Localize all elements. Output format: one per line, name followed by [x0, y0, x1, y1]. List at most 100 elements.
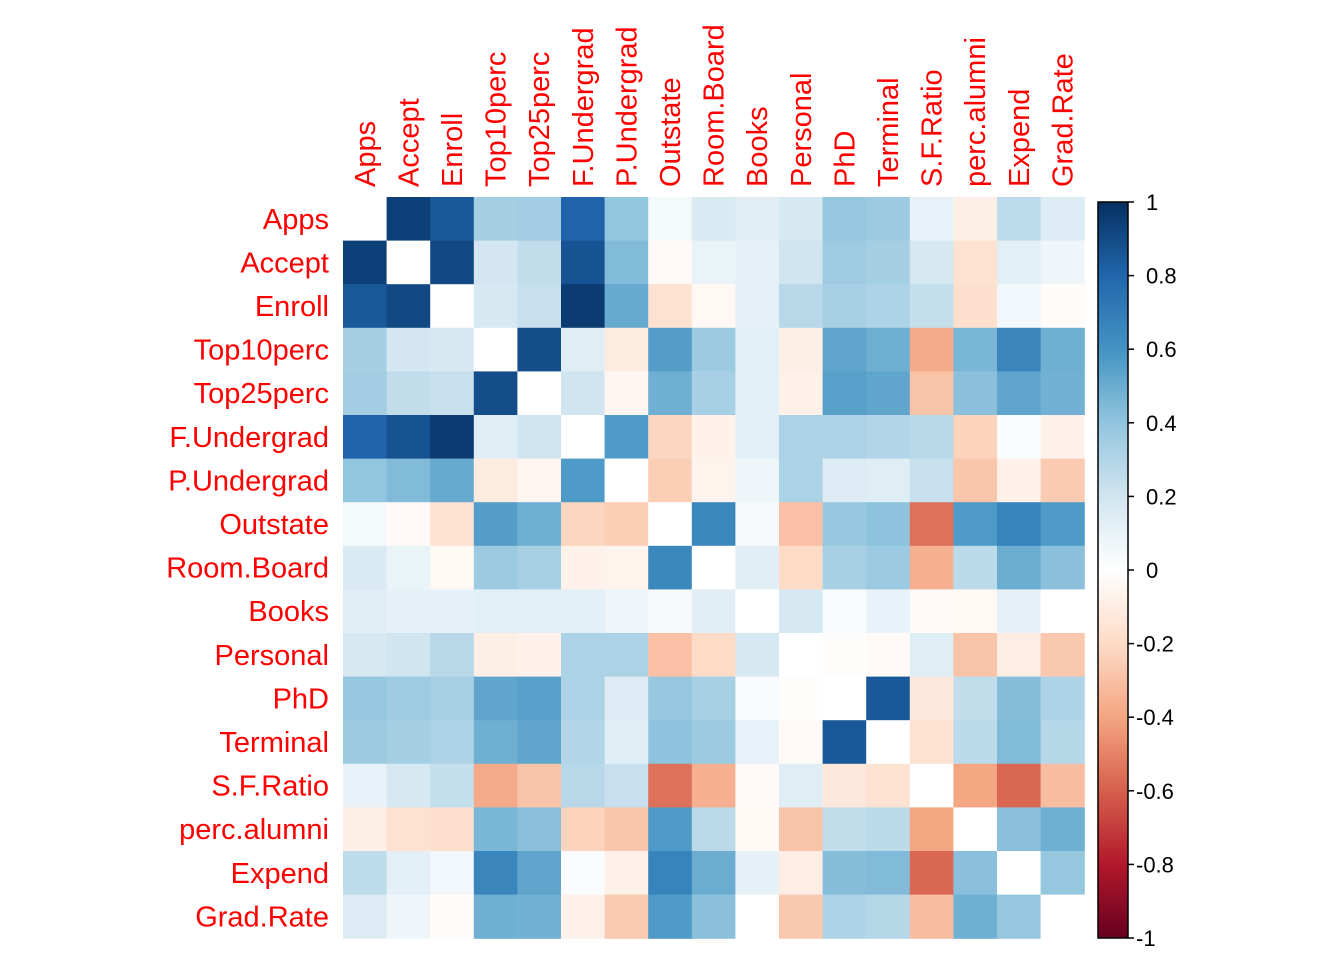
row-label-Top10perc: Top10perc: [194, 335, 329, 367]
heatmap-cell-perc.alumni-Terminal: [866, 807, 911, 852]
heatmap-cell-perc.alumni-Books: [735, 807, 780, 852]
heatmap-cell-Expend-PhD: [822, 851, 867, 896]
column-label-F.Undergrad: F.Undergrad: [568, 27, 600, 187]
heatmap-cell-Accept-Enroll: [430, 240, 475, 285]
heatmap-cell-Expend-Room.Board: [691, 851, 736, 896]
heatmap-cell-Outstate-perc.alumni: [953, 502, 998, 547]
heatmap-cell-Personal-Apps: [343, 633, 388, 678]
heatmap-cell-PhD-Room.Board: [691, 676, 736, 721]
heatmap-cell-Grad.Rate-Terminal: [866, 894, 911, 939]
heatmap-cell-perc.alumni-Grad.Rate: [1040, 807, 1085, 852]
heatmap-cell-P.Undergrad-Books: [735, 458, 780, 503]
heatmap-cell-Top25perc-Apps: [343, 371, 388, 416]
heatmap-cell-Outstate-Grad.Rate: [1040, 502, 1085, 547]
heatmap-cell-Expend-Apps: [343, 851, 388, 896]
heatmap-cell-Personal-S.F.Ratio: [909, 633, 954, 678]
heatmap-cell-Room.Board-Expend: [997, 545, 1042, 590]
heatmap-cell-Top25perc-Accept: [386, 371, 431, 416]
heatmap-cell-Terminal-F.Undergrad: [561, 720, 606, 765]
row-label-perc.alumni: perc.alumni: [179, 814, 329, 846]
heatmap-cell-PhD-F.Undergrad: [561, 676, 606, 721]
heatmap-cell-Expend-Top25perc: [517, 851, 562, 896]
heatmap-cell-Outstate-Outstate: [648, 502, 693, 547]
column-label-Room.Board: Room.Board: [699, 24, 731, 187]
heatmap-cell-Books-Personal: [779, 589, 824, 634]
heatmap-cell-F.Undergrad-Room.Board: [691, 415, 736, 460]
heatmap-cell-Grad.Rate-Expend: [997, 894, 1042, 939]
heatmap-cell-Books-Accept: [386, 589, 431, 634]
heatmap-cell-Books-Outstate: [648, 589, 693, 634]
heatmap-cell-Terminal-Books: [735, 720, 780, 765]
heatmap-cell-Expend-Accept: [386, 851, 431, 896]
heatmap-cell-Top10perc-Expend: [997, 327, 1042, 372]
heatmap-cell-Expend-Enroll: [430, 851, 475, 896]
heatmap-cell-Grad.Rate-perc.alumni: [953, 894, 998, 939]
heatmap-cell-Grad.Rate-Outstate: [648, 894, 693, 939]
heatmap-cell-P.Undergrad-Enroll: [430, 458, 475, 503]
heatmap-cell-Personal-P.Undergrad: [604, 633, 649, 678]
heatmap-cell-Personal-Accept: [386, 633, 431, 678]
heatmap-cell-Personal-Terminal: [866, 633, 911, 678]
heatmap-cell-Apps-PhD: [822, 197, 867, 242]
heatmap-cell-Enroll-S.F.Ratio: [909, 284, 954, 329]
heatmap-cell-Grad.Rate-P.Undergrad: [604, 894, 649, 939]
heatmap-cell-Personal-Outstate: [648, 633, 693, 678]
heatmap-cell-Top25perc-P.Undergrad: [604, 371, 649, 416]
heatmap-cell-Grad.Rate-Room.Board: [691, 894, 736, 939]
column-label-Enroll: Enroll: [437, 113, 469, 187]
heatmap-cell-Accept-Grad.Rate: [1040, 240, 1085, 285]
heatmap-cell-Terminal-Enroll: [430, 720, 475, 765]
heatmap-cell-Enroll-Personal: [779, 284, 824, 329]
heatmap-cell-Accept-Books: [735, 240, 780, 285]
column-label-Expend: Expend: [1004, 89, 1036, 187]
heatmap-cell-Terminal-P.Undergrad: [604, 720, 649, 765]
heatmap-cell-Expend-Expend: [997, 851, 1042, 896]
heatmap-cell-Accept-Top25perc: [517, 240, 562, 285]
heatmap-cell-Apps-Enroll: [430, 197, 475, 242]
row-label-Personal: Personal: [215, 640, 329, 672]
heatmap-cell-PhD-Enroll: [430, 676, 475, 721]
heatmap-cell-Grad.Rate-Enroll: [430, 894, 475, 939]
heatmap-cell-Room.Board-P.Undergrad: [604, 545, 649, 590]
heatmap-cell-Outstate-Expend: [997, 502, 1042, 547]
heatmap-cell-PhD-perc.alumni: [953, 676, 998, 721]
heatmap-cell-Terminal-Outstate: [648, 720, 693, 765]
heatmap-cell-Books-Top10perc: [473, 589, 518, 634]
heatmap-cell-Apps-F.Undergrad: [561, 197, 606, 242]
heatmap-cell-Top10perc-Top10perc: [473, 327, 518, 372]
heatmap-cell-F.Undergrad-Books: [735, 415, 780, 460]
row-label-Terminal: Terminal: [219, 727, 329, 759]
heatmap-cell-Personal-F.Undergrad: [561, 633, 606, 678]
heatmap-cell-Books-PhD: [822, 589, 867, 634]
heatmap-cell-S.F.Ratio-Expend: [997, 763, 1042, 808]
heatmap-cell-F.Undergrad-Apps: [343, 415, 388, 460]
heatmap-cell-Accept-P.Undergrad: [604, 240, 649, 285]
heatmap-cell-Books-Enroll: [430, 589, 475, 634]
heatmap-cell-PhD-S.F.Ratio: [909, 676, 954, 721]
heatmap-cell-Top10perc-P.Undergrad: [604, 327, 649, 372]
heatmap-cell-perc.alumni-Top25perc: [517, 807, 562, 852]
heatmap-cell-Grad.Rate-Top10perc: [473, 894, 518, 939]
heatmap-cell-Terminal-S.F.Ratio: [909, 720, 954, 765]
heatmap-cell-Enroll-Enroll: [430, 284, 475, 329]
heatmap-cell-S.F.Ratio-Grad.Rate: [1040, 763, 1085, 808]
heatmap-cell-P.Undergrad-Top25perc: [517, 458, 562, 503]
heatmap-cell-Apps-S.F.Ratio: [909, 197, 954, 242]
heatmap-cell-Top10perc-Outstate: [648, 327, 693, 372]
heatmap-cell-P.Undergrad-perc.alumni: [953, 458, 998, 503]
heatmap-cell-PhD-P.Undergrad: [604, 676, 649, 721]
heatmap-cell-Enroll-Books: [735, 284, 780, 329]
heatmap-cell-Top25perc-Terminal: [866, 371, 911, 416]
column-label-Books: Books: [742, 106, 774, 187]
heatmap-cell-Apps-Terminal: [866, 197, 911, 242]
colorbar-tick-label: 0.4: [1146, 411, 1177, 436]
heatmap-cell-Outstate-Top10perc: [473, 502, 518, 547]
heatmap-cell-Apps-P.Undergrad: [604, 197, 649, 242]
heatmap-cell-Books-Room.Board: [691, 589, 736, 634]
heatmap-cell-Books-Grad.Rate: [1040, 589, 1085, 634]
heatmap-cell-P.Undergrad-Personal: [779, 458, 824, 503]
heatmap-cell-Expend-Grad.Rate: [1040, 851, 1085, 896]
heatmap-cell-Enroll-Top25perc: [517, 284, 562, 329]
heatmap-cell-PhD-Expend: [997, 676, 1042, 721]
heatmap-cell-Grad.Rate-Accept: [386, 894, 431, 939]
